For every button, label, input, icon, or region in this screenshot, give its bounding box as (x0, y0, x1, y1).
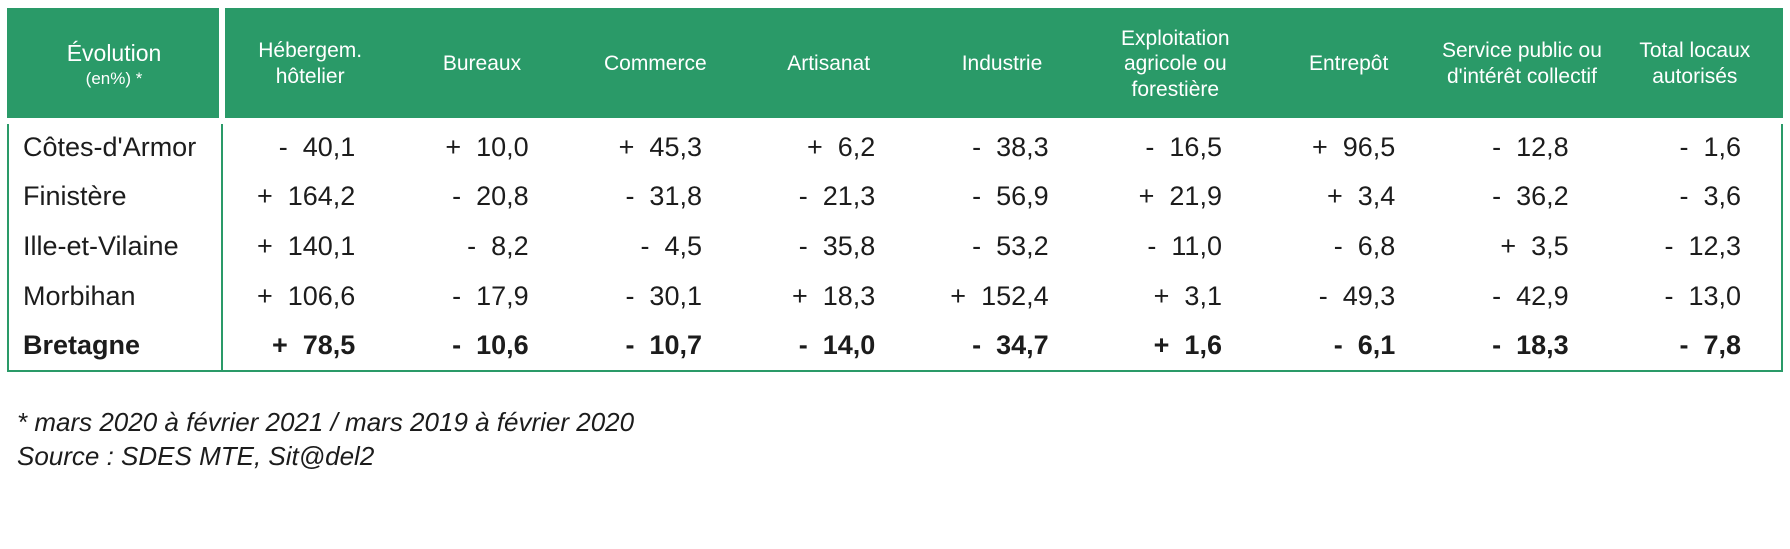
page: Évolution (en%) * Hébergem. hôtelier Bure… (7, 8, 1783, 474)
table-row: Morbihan + 106,6 - 17,9 - 30,1 + 18,3 + 152,4… (8, 271, 1782, 321)
value-cell: - 40,1 (278, 132, 356, 162)
value-cell: - 10,7 (625, 330, 702, 360)
value-cell: - 1,6 (1679, 132, 1741, 162)
value-cell: - 13,0 (1664, 280, 1741, 311)
corner-title: Évolution (66, 39, 162, 66)
value-cell: + 10,0 (445, 132, 529, 162)
value-cell: - 49,3 (1318, 280, 1396, 311)
evolution-table: Évolution (en%) * Hébergem. hôtelier Bure… (7, 8, 1783, 372)
value-cell: - 56,9 (972, 180, 1049, 211)
value-cell: - 18,3 (1492, 330, 1569, 360)
value-cell: - 11,0 (1147, 230, 1222, 261)
value-cell: - 12,3 (1664, 230, 1741, 261)
value-cell: + 164,2 (256, 180, 356, 211)
footnote-source: Source : SDES MTE, Sit@del2 (17, 440, 375, 471)
value-cell: + 3,5 (1500, 230, 1569, 261)
value-cell: - 6,1 (1333, 330, 1396, 360)
value-cell: - 30,1 (625, 280, 702, 311)
header-row: Évolution (en%) * Hébergem. hôtelier Bure… (8, 9, 1782, 124)
value-cell: - 31,8 (625, 180, 702, 211)
column-header: Bureaux (395, 9, 569, 124)
value-cell: - 8,2 (467, 230, 529, 261)
value-cell: + 6,2 (807, 132, 876, 162)
value-cell: - 7,8 (1679, 330, 1741, 360)
value-cell: + 106,6 (256, 280, 356, 311)
column-header: Total locaux autorisés (1608, 9, 1782, 124)
value-cell: + 140,1 (256, 230, 356, 261)
value-cell: + 96,5 (1311, 132, 1396, 162)
value-cell: - 42,9 (1492, 280, 1569, 311)
value-cell: + 18,3 (791, 280, 876, 311)
value-cell: + 45,3 (618, 132, 702, 162)
value-cell: - 35,8 (798, 230, 876, 261)
value-cell: - 16,5 (1145, 132, 1222, 162)
value-cell: - 21,3 (798, 180, 876, 211)
value-cell: - 38,3 (972, 132, 1049, 162)
row-label: Finistère (8, 171, 223, 221)
column-header: Industrie (915, 9, 1089, 124)
value-cell: - 17,9 (452, 280, 529, 311)
row-label: Ille-et-Vilaine (8, 221, 223, 271)
value-cell: - 14,0 (798, 330, 876, 360)
value-cell: + 78,5 (272, 330, 356, 360)
value-cell: - 10,6 (452, 330, 529, 360)
footnotes: * mars 2020 à février 2021 / mars 2019 à… (17, 406, 1783, 474)
table-row: Ille-et-Vilaine + 140,1 - 8,2 - 4,5 - 35,8 - … (8, 221, 1782, 271)
value-cell: - 3,6 (1679, 180, 1741, 211)
table-row: Côtes-d'Armor - 40,1 + 10,0 + 45,3 + 6,2 - 38… (8, 121, 1782, 171)
footnote-asterisk: * mars 2020 à février 2021 / mars 2019 à… (17, 407, 635, 437)
table-row: Finistère + 164,2 - 20,8 - 31,8 - 21,3 - 56,9… (8, 171, 1782, 221)
value-cell: + 3,4 (1326, 180, 1396, 211)
value-cell: - 53,2 (972, 230, 1049, 261)
value-cell: - 12,8 (1492, 132, 1569, 162)
value-cell: - 36,2 (1492, 180, 1569, 211)
table-row: Bretagne + 78,5 - 10,6 - 10,7 - 14,0 - 34,7 + … (8, 321, 1782, 371)
column-header: Entrepôt (1261, 9, 1436, 124)
row-label: Côtes-d'Armor (8, 121, 223, 171)
value-cell: - 20,8 (452, 180, 529, 211)
column-header: Service public ou d'intérêt collectif (1435, 9, 1609, 124)
column-header: Commerce (568, 9, 742, 124)
value-cell: - 4,5 (640, 230, 702, 261)
value-cell: - 34,7 (972, 330, 1049, 360)
corner-subtitle: (en%) * (85, 68, 143, 88)
value-cell: + 3,1 (1153, 280, 1222, 311)
row-label: Bretagne (8, 321, 223, 371)
value-cell: + 21,9 (1138, 180, 1222, 211)
value-cell: + 152,4 (950, 280, 1049, 311)
value-cell: - 6,8 (1333, 230, 1396, 261)
table-corner-header: Évolution (en%) * (8, 9, 225, 124)
table-body: Côtes-d'Armor - 40,1 + 10,0 + 45,3 + 6,2 - 38… (8, 121, 1782, 371)
column-header: Hébergem. hôtelier (222, 9, 396, 124)
value-cell: + 1,6 (1153, 330, 1222, 360)
column-header: Artisanat (741, 9, 916, 124)
column-header: Exploitation agricole ou forestière (1088, 9, 1262, 124)
row-label: Morbihan (8, 271, 223, 321)
